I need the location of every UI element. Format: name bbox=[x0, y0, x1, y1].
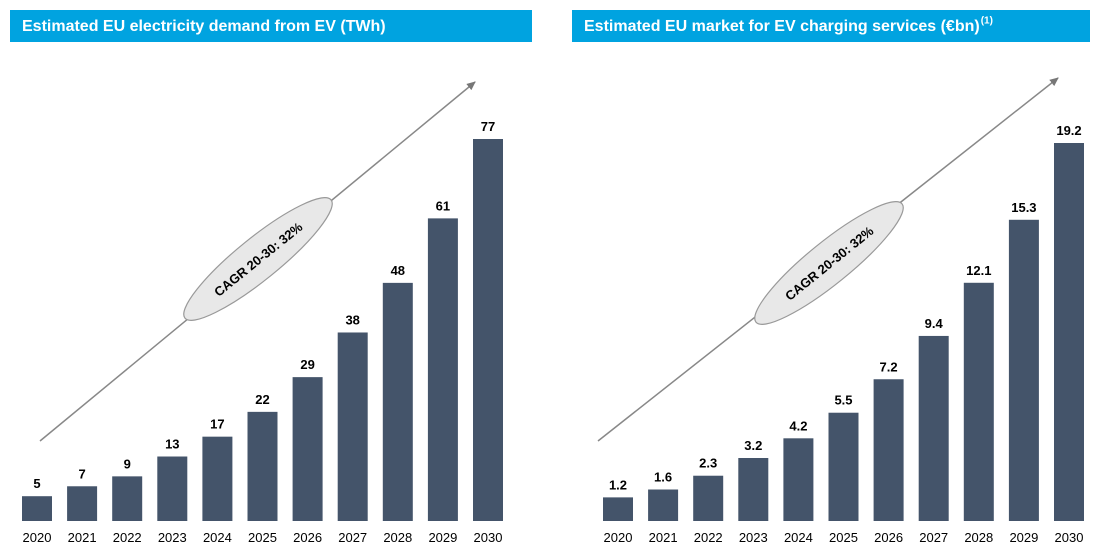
x-tick-label: 2026 bbox=[874, 530, 903, 545]
x-tick-label: 2021 bbox=[68, 530, 97, 545]
bar bbox=[202, 436, 233, 521]
title-box bbox=[572, 10, 1090, 42]
bar bbox=[67, 486, 98, 521]
value-label: 61 bbox=[436, 198, 450, 213]
value-label: 7 bbox=[78, 466, 85, 481]
x-tick-label: 2024 bbox=[784, 530, 813, 545]
x-tick-label: 2025 bbox=[248, 530, 277, 545]
value-label: 4.2 bbox=[789, 418, 807, 433]
cagr-ellipse bbox=[183, 197, 333, 321]
value-label: 38 bbox=[345, 312, 359, 327]
x-tick-label: 2029 bbox=[428, 530, 457, 545]
x-tick-label: 2026 bbox=[293, 530, 322, 545]
value-label: 22 bbox=[255, 392, 269, 407]
x-tick-label: 2022 bbox=[694, 530, 723, 545]
x-tick-label: 2027 bbox=[338, 530, 367, 545]
bar bbox=[1054, 143, 1084, 521]
value-label: 2.3 bbox=[699, 456, 717, 471]
title-box bbox=[10, 10, 532, 42]
bar bbox=[247, 411, 278, 521]
cagr-callout: CAGR 20-30: 32% bbox=[183, 197, 333, 321]
x-tick-label: 2021 bbox=[649, 530, 678, 545]
title-note: (1) bbox=[981, 16, 993, 27]
bar bbox=[828, 412, 859, 521]
bar bbox=[603, 497, 633, 521]
x-tick-label: 2023 bbox=[158, 530, 187, 545]
cagr-callout: CAGR 20-30: 32% bbox=[754, 201, 904, 325]
bar bbox=[112, 476, 143, 521]
x-tick-label: 2027 bbox=[919, 530, 948, 545]
chart-title: Estimated EU electricity demand from EV … bbox=[22, 18, 386, 35]
x-tick-label: 2029 bbox=[1009, 530, 1038, 545]
x-tick-label: 2020 bbox=[23, 530, 52, 545]
value-label: 7.2 bbox=[880, 359, 898, 374]
value-label: 1.6 bbox=[654, 470, 672, 485]
cagr-ellipse bbox=[754, 201, 904, 325]
bar bbox=[22, 496, 52, 521]
value-label: 9.4 bbox=[925, 316, 944, 331]
x-tick-label: 2024 bbox=[203, 530, 232, 545]
x-tick-label: 2020 bbox=[604, 530, 633, 545]
x-tick-label: 2023 bbox=[739, 530, 768, 545]
bar bbox=[382, 282, 413, 521]
x-tick-label: 2028 bbox=[383, 530, 412, 545]
bar bbox=[918, 335, 949, 521]
bar bbox=[292, 377, 323, 521]
bar bbox=[337, 332, 368, 521]
chart-title: Estimated EU market for EV charging serv… bbox=[584, 18, 980, 35]
value-label: 17 bbox=[210, 417, 224, 432]
bar bbox=[963, 282, 994, 521]
value-label: 13 bbox=[165, 437, 179, 452]
x-tick-label: 2022 bbox=[113, 530, 142, 545]
bar bbox=[427, 218, 458, 521]
bar bbox=[738, 458, 769, 521]
value-label: 48 bbox=[391, 263, 405, 278]
value-label: 5.5 bbox=[834, 393, 852, 408]
bar bbox=[648, 489, 679, 521]
value-label: 5 bbox=[33, 476, 40, 491]
value-label: 15.3 bbox=[1011, 200, 1036, 215]
x-tick-label: 2028 bbox=[964, 530, 993, 545]
value-label: 1.2 bbox=[609, 477, 627, 492]
bar bbox=[1008, 219, 1039, 521]
value-label: 9 bbox=[124, 456, 131, 471]
value-label: 3.2 bbox=[744, 438, 762, 453]
x-tick-label: 2030 bbox=[474, 530, 503, 545]
x-tick-label: 2025 bbox=[829, 530, 858, 545]
bar bbox=[693, 475, 724, 521]
value-label: 12.1 bbox=[966, 263, 991, 278]
bar bbox=[473, 139, 503, 521]
bar bbox=[873, 379, 904, 521]
x-tick-label: 2030 bbox=[1055, 530, 1084, 545]
value-label: 29 bbox=[300, 357, 314, 372]
bar bbox=[157, 456, 188, 521]
bar bbox=[783, 438, 814, 521]
value-label: 77 bbox=[481, 119, 495, 134]
value-label: 19.2 bbox=[1056, 123, 1081, 138]
